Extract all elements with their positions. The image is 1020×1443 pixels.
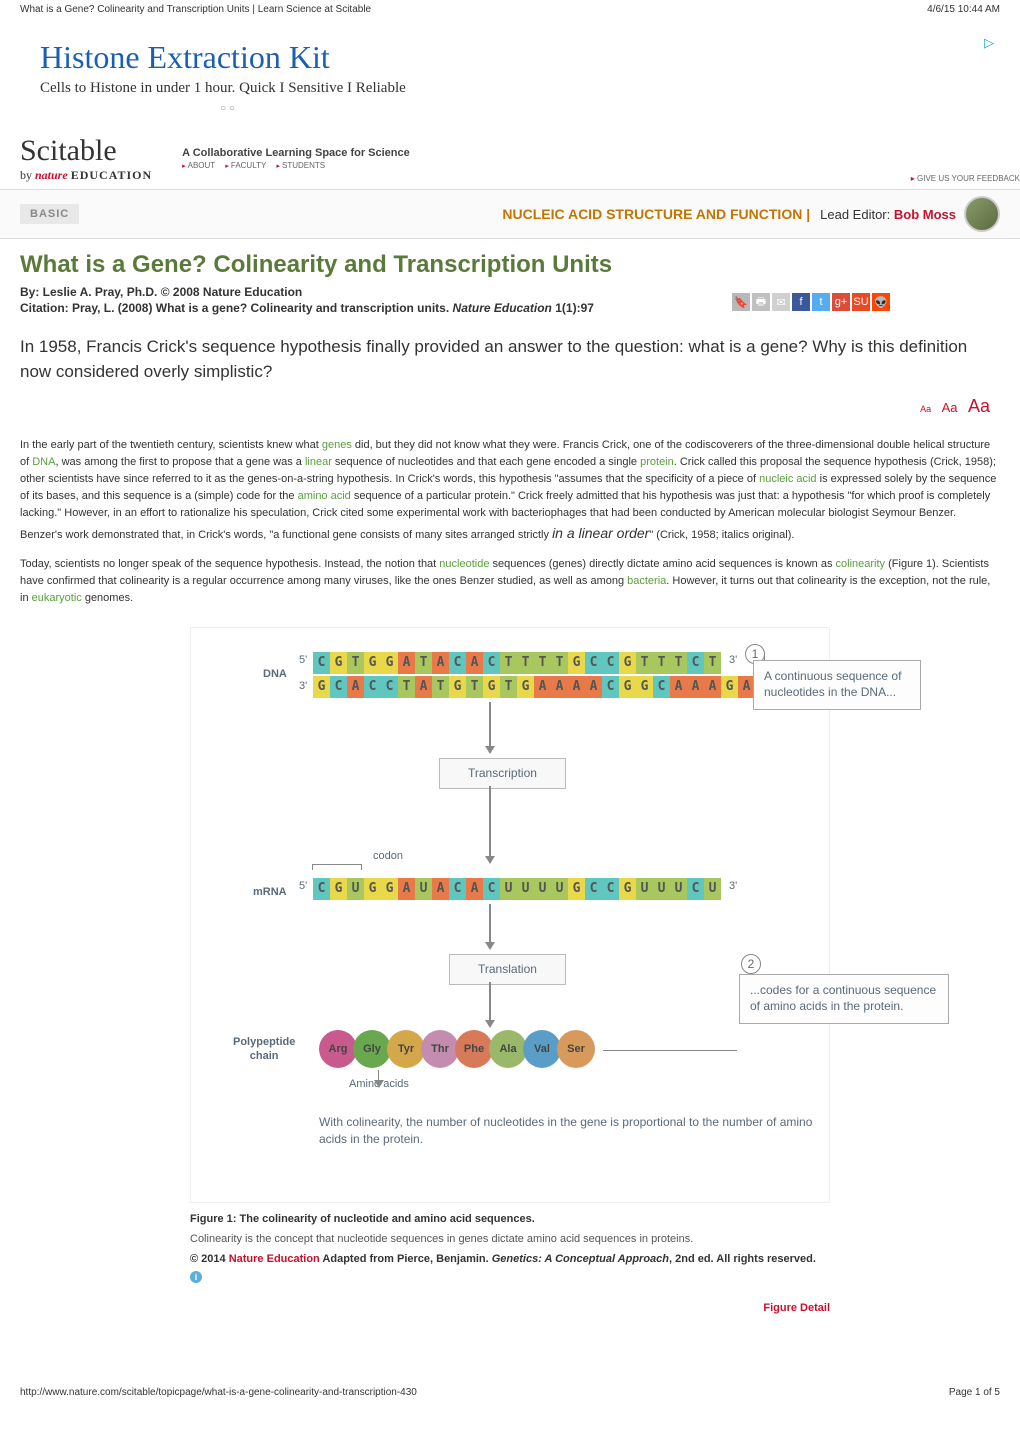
print-icon[interactable]: 🖶 — [752, 293, 770, 311]
reddit-icon[interactable]: 👽 — [872, 293, 890, 311]
info-icon[interactable]: i — [190, 1271, 202, 1283]
article-body: In the early part of the twentieth centu… — [0, 427, 1020, 1346]
link-eukaryotic[interactable]: eukaryotic — [32, 592, 82, 604]
dna-label: DNA — [263, 666, 287, 683]
bookmark-icon[interactable]: 🔖 — [732, 293, 750, 311]
figure-title: Figure 1: The colinearity of nucleotide … — [190, 1211, 830, 1228]
mrna-label: mRNA — [253, 884, 287, 901]
article-title: What is a Gene? Colinearity and Transcri… — [20, 251, 1000, 279]
figure-description: Colinearity is the concept that nucleoti… — [190, 1231, 830, 1248]
nav-students[interactable]: STUDENTS — [277, 161, 326, 170]
ad-title: Histone Extraction Kit — [40, 39, 980, 76]
article-lede: In 1958, Francis Crick's sequence hypoth… — [0, 321, 1020, 390]
figure-credit: © 2014 Nature Education Adapted from Pie… — [190, 1251, 830, 1285]
link-nucleotide[interactable]: nucleotide — [439, 558, 489, 570]
dna-top-strand: CGTGGATACACTTTTGCCGTTTCT — [313, 652, 721, 674]
scitable-logo[interactable]: Scitable by nature EDUCATION — [20, 134, 152, 183]
page-timestamp: 4/6/15 10:44 AM — [927, 4, 1000, 15]
feedback-link[interactable]: GIVE US YOUR FEEDBACK — [911, 174, 1020, 183]
nav-faculty[interactable]: FACULTY — [225, 161, 266, 170]
link-protein[interactable]: protein — [640, 456, 674, 468]
figure-diagram: DNA 5' 3' CGTGGATACACTTTTGCCGTTTCT 3' 5'… — [201, 638, 819, 1198]
level-badge: BASIC — [20, 204, 79, 224]
mrna-strand: CGUGGAUACACUUUUGCCGUUUCU — [313, 878, 721, 900]
amino-acid-chain: ArgGlyTyrThrPheAlaValSer — [319, 1030, 591, 1068]
font-size-large[interactable]: Aa — [968, 396, 990, 416]
figure-detail-link[interactable]: Figure Detail — [190, 1300, 830, 1317]
link-genes[interactable]: genes — [322, 439, 352, 451]
section-title[interactable]: NUCLEIC ACID STRUCTURE AND FUNCTION | — [79, 206, 810, 222]
editor-avatar[interactable] — [964, 196, 1000, 232]
top-nav: ABOUT FACULTY STUDENTS — [182, 161, 410, 170]
callout-2-num: 2 — [741, 954, 761, 974]
browser-title: What is a Gene? Colinearity and Transcri… — [20, 4, 371, 15]
lead-editor-name[interactable]: Bob Moss — [894, 207, 956, 222]
ad-pagination-dots[interactable]: ○ ○ — [220, 103, 980, 114]
logo-subline: by nature EDUCATION — [20, 168, 152, 183]
nav-about[interactable]: ABOUT — [182, 161, 215, 170]
stumble-icon[interactable]: SU — [852, 293, 870, 311]
facebook-icon[interactable]: f — [792, 293, 810, 311]
italic-phrase: in a linear order — [552, 525, 649, 541]
codon-label: codon — [373, 848, 403, 865]
callout-2: ...codes for a continuous sequence of am… — [739, 974, 949, 1023]
font-size-controls: Aa Aa Aa — [0, 390, 1020, 427]
dna-bottom-strand: GCACCTATGTGTGAAAACGGCAAAGA — [313, 676, 755, 698]
site-tagline: A Collaborative Learning Space for Scien… — [182, 147, 410, 159]
font-size-medium[interactable]: Aa — [942, 400, 958, 415]
step-translation: Translation — [449, 954, 566, 985]
footer-pagination: Page 1 of 5 — [949, 1387, 1000, 1398]
link-linear[interactable]: linear — [305, 456, 332, 468]
polypeptide-label: Polypeptidechain — [233, 1036, 295, 1062]
font-size-small[interactable]: Aa — [920, 404, 931, 414]
lead-editor-label: Lead Editor: Bob Moss — [820, 207, 956, 222]
step-transcription: Transcription — [439, 758, 566, 789]
paragraph-2: Today, scientists no longer speak of the… — [20, 556, 1000, 607]
paragraph-1: In the early part of the twentieth centu… — [20, 437, 1000, 544]
mail-icon[interactable]: ✉ — [772, 293, 790, 311]
figure-bottom-note: With colinearity, the number of nucleoti… — [319, 1114, 819, 1148]
gplus-icon[interactable]: g+ — [832, 293, 850, 311]
logo-wordmark: Scitable — [20, 134, 152, 168]
link-nucleic-acid[interactable]: nucleic acid — [759, 473, 816, 485]
link-colinearity[interactable]: colinearity — [836, 558, 886, 570]
ad-subtitle: Cells to Histone in under 1 hour. Quick … — [40, 80, 980, 97]
article-citation: Citation: Pray, L. (2008) What is a gene… — [20, 301, 700, 315]
figure-1: DNA 5' 3' CGTGGATACACTTTTGCCGTTTCT 3' 5'… — [190, 627, 830, 1316]
adchoices-icon[interactable]: ▷ — [984, 35, 994, 51]
share-bar: 🔖🖶✉ftg+SU👽 — [732, 293, 890, 311]
link-amino-acid[interactable]: amino acid — [298, 490, 351, 502]
callout-1: A continuous sequence of nucleotides in … — [753, 660, 921, 709]
link-bacteria[interactable]: bacteria — [627, 575, 666, 587]
link-dna[interactable]: DNA — [32, 456, 55, 468]
twitter-icon[interactable]: t — [812, 293, 830, 311]
ad-banner[interactable]: Histone Extraction Kit Cells to Histone … — [20, 29, 1000, 124]
footer-url: http://www.nature.com/scitable/topicpage… — [20, 1387, 417, 1398]
